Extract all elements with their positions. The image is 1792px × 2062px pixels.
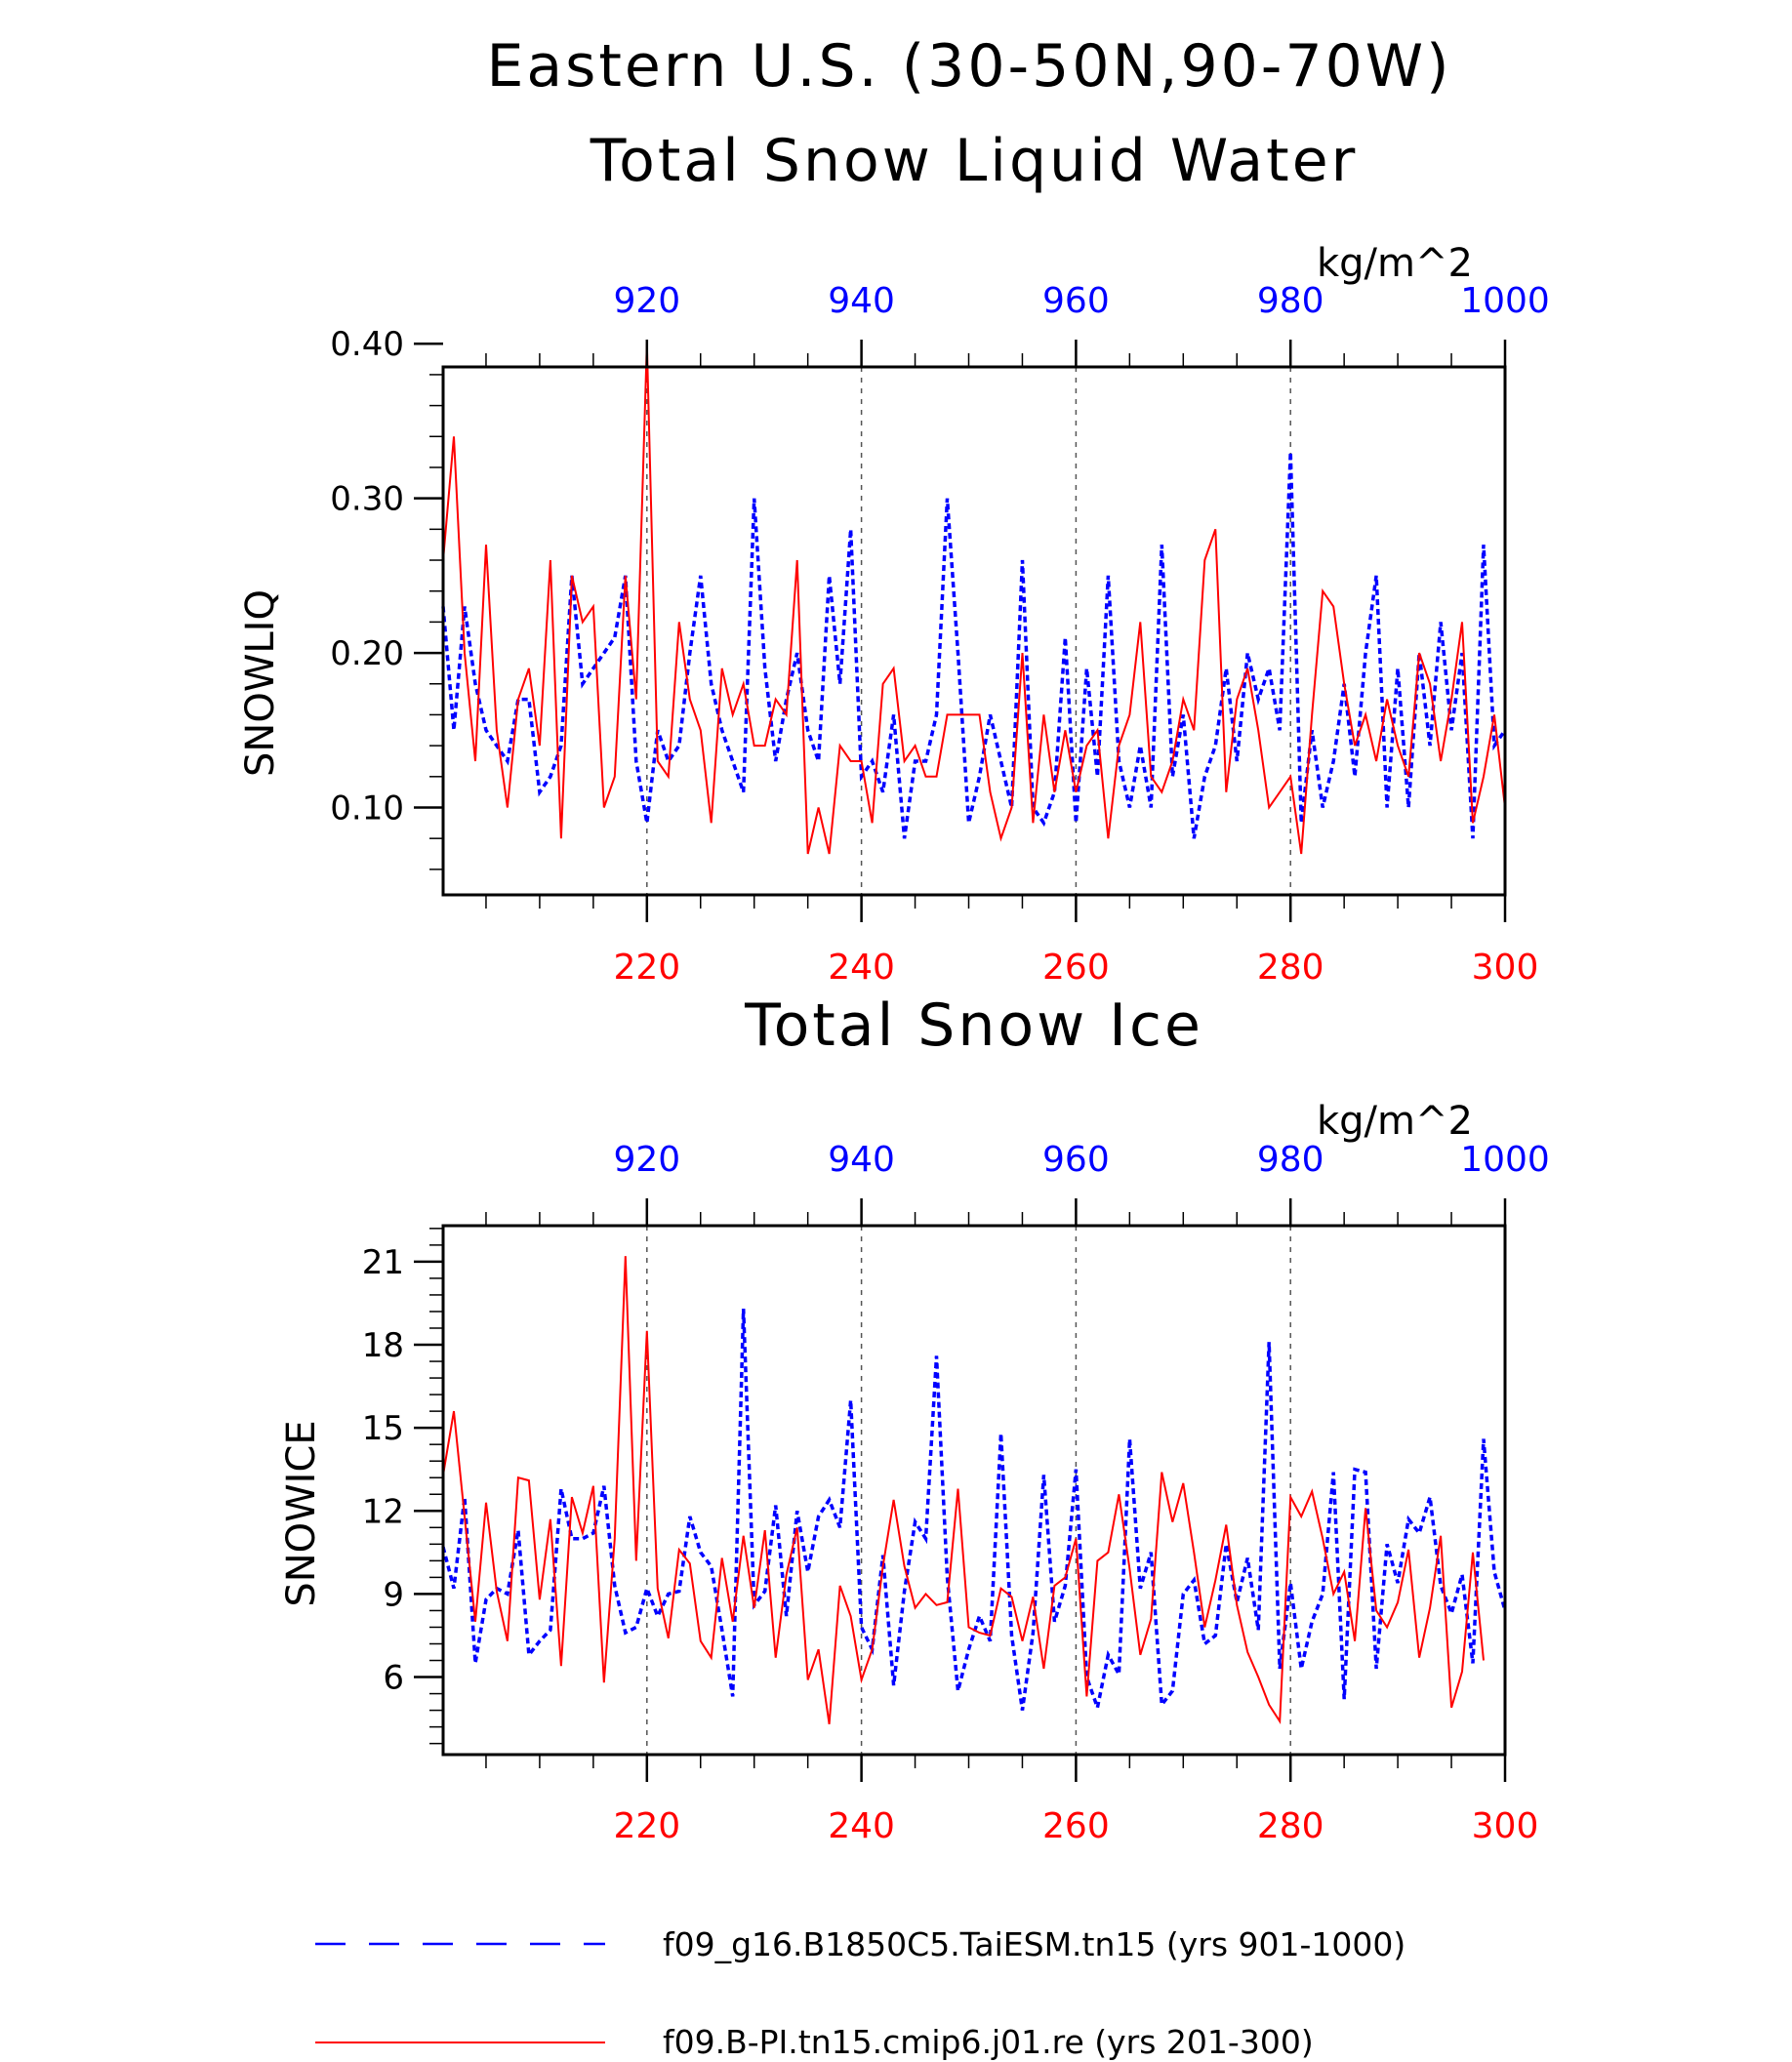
snowice-y-tick-label: 15 <box>362 1409 404 1448</box>
snowice-top-x-tick-label: 1000 <box>1460 1140 1550 1180</box>
snowliq-top-x-tick-label: 960 <box>1042 281 1110 321</box>
snowliq-ticks <box>414 340 1507 922</box>
snowice-y-tick-label: 9 <box>383 1575 404 1614</box>
snowice-units-label: kg/m^2 <box>1317 1099 1473 1144</box>
snowliq-y-tick-label: 0.20 <box>330 634 404 673</box>
legend: f09_g16.B1850C5.TaiESM.tn15 (yrs 901-100… <box>315 1925 1405 2061</box>
legend-label-taiesm: f09_g16.B1850C5.TaiESM.tn15 (yrs 901-100… <box>663 1925 1405 1963</box>
snowice-top-x-tick-label: 940 <box>828 1140 895 1180</box>
snowice-grid <box>646 1226 1291 1755</box>
snowliq-tick-labels: 0.10 0.20 0.30 0.40 920 940 960 980 1000 220 240 26… <box>330 281 1550 988</box>
snowliq-y-axis-label: SNOWLIQ <box>238 589 283 777</box>
snowice-top-x-tick-label: 920 <box>613 1140 680 1180</box>
snowice-tick-labels: 6 9 12 15 18 21 920 940 960 980 1000 220 240 260 280 30… <box>362 1140 1550 1846</box>
snowice-title: Total Snow Ice <box>744 991 1203 1060</box>
snowice-top-x-tick-label: 960 <box>1042 1140 1110 1180</box>
snowliq-title: Total Snow Liquid Water <box>590 127 1359 195</box>
snowliq-bottom-x-tick-label: 260 <box>1042 948 1110 988</box>
snowliq-top-x-tick-label: 940 <box>828 281 895 321</box>
snowliq-bottom-x-tick-label: 220 <box>613 948 680 988</box>
snowice-y-axis-label: SNOWICE <box>279 1420 324 1606</box>
snowice-bottom-x-tick-label: 240 <box>828 1806 895 1846</box>
snowliq-series-taiesm-line <box>441 452 1507 839</box>
snowliq-bottom-x-tick-label: 280 <box>1257 948 1324 988</box>
snowice-bottom-x-tick-label: 220 <box>613 1806 680 1846</box>
snowice-bottom-x-tick-label: 280 <box>1257 1806 1324 1846</box>
snowice-y-tick-label: 18 <box>362 1326 404 1365</box>
snowliq-series-cmip6-line <box>442 344 1506 855</box>
figure-title: Eastern U.S. (30-50N,90-70W) <box>486 32 1451 101</box>
snowliq-top-x-tick-label: 920 <box>613 281 680 321</box>
snowice-panel: Total Snow Ice kg/m^2 SNOWICE 6 9 12 15 18 21… <box>279 991 1550 1846</box>
snowliq-y-tick-label: 0.40 <box>330 325 404 364</box>
legend-label-cmip6: f09.B-PI.tn15.cmip6.j01.re (yrs 201-300) <box>663 2023 1314 2061</box>
snowliq-plot-frame <box>441 365 1507 897</box>
snowice-series <box>441 1256 1507 1725</box>
snowliq-top-x-tick-label: 980 <box>1257 281 1324 321</box>
snowice-y-tick-label: 12 <box>362 1492 404 1531</box>
snowliq-units-label: kg/m^2 <box>1317 241 1473 286</box>
snowliq-bottom-x-tick-label: 300 <box>1472 948 1539 988</box>
snowliq-panel: Total Snow Liquid Water kg/m^2 SNOWLIQ 0… <box>238 127 1550 988</box>
snowice-ticks <box>414 1198 1507 1782</box>
snowice-plot-frame <box>441 1224 1507 1757</box>
snowliq-y-tick-label: 0.10 <box>330 788 404 828</box>
snowice-y-tick-label: 21 <box>362 1243 404 1282</box>
snowliq-top-x-tick-label: 1000 <box>1460 281 1550 321</box>
snowice-bottom-x-tick-label: 300 <box>1472 1806 1539 1846</box>
snowice-series-cmip6-line <box>442 1256 1485 1725</box>
snowliq-series <box>441 344 1507 855</box>
snowliq-bottom-x-tick-label: 240 <box>828 948 895 988</box>
snowice-top-x-tick-label: 980 <box>1257 1140 1324 1180</box>
snowice-series-taiesm-line <box>441 1309 1507 1715</box>
snowice-bottom-x-tick-label: 260 <box>1042 1806 1110 1846</box>
snowice-y-tick-label: 6 <box>383 1659 404 1698</box>
snowliq-y-tick-label: 0.30 <box>330 480 404 519</box>
